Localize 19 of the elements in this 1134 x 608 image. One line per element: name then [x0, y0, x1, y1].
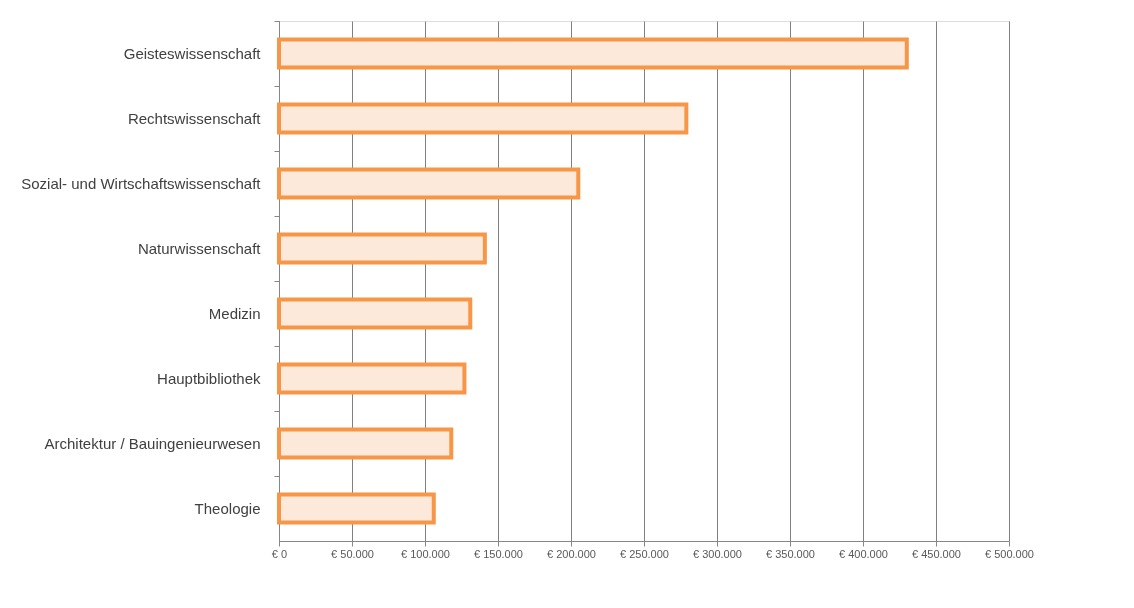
x-tick-label: € 200.000	[547, 547, 596, 560]
x-tick-label: € 0	[271, 547, 288, 560]
x-tick-label: € 50.000	[331, 547, 374, 560]
y-tick-label: Hauptbibliothek	[157, 369, 261, 387]
y-tick-label: Sozial- und Wirtschaftswissenschaft	[21, 174, 262, 192]
x-tick-label: € 150.000	[474, 547, 523, 560]
x-tick-label: € 400.000	[839, 547, 888, 560]
y-tick-label: Architektur / Bauingenieurwesen	[44, 434, 261, 452]
y-tick-label: Theologie	[194, 499, 261, 517]
y-tick-label: Geisteswissenschaft	[123, 44, 262, 62]
x-tick-label: € 300.000	[693, 547, 742, 560]
y-tick-label: Medizin	[208, 304, 261, 322]
x-tick-label: € 350.000	[766, 547, 815, 560]
x-tick-label: € 250.000	[620, 547, 669, 560]
x-tick-label: € 500.000	[985, 547, 1034, 560]
y-tick-label: Naturwissenschaft	[137, 239, 262, 257]
y-tick-label: Rechtswissenschaft	[127, 109, 262, 127]
x-tick-label: € 450.000	[912, 547, 961, 560]
x-tick-label: € 100.000	[401, 547, 450, 560]
